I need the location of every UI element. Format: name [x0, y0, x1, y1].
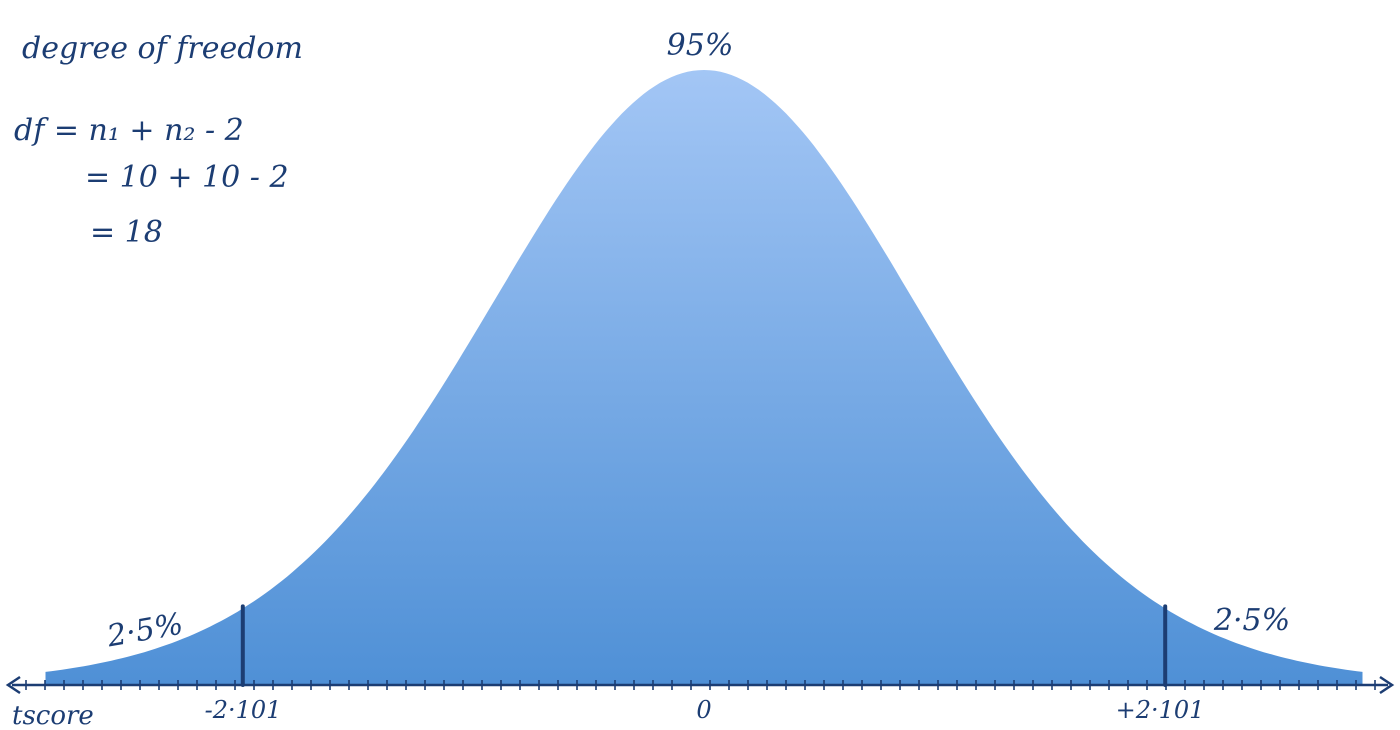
- axis-right-arrow-icon: [1379, 675, 1395, 695]
- tick-label-left-critical: -2·101: [205, 696, 282, 724]
- right-tail-label: 2·5%: [1213, 603, 1290, 638]
- notes-line-formula: df = n₁ + n₂ - 2: [14, 113, 244, 148]
- distribution-curve-area: [45, 70, 1363, 685]
- tick-label-right-critical: +2·101: [1116, 696, 1205, 724]
- degrees-of-freedom-notes: degree of freedom df = n₁ + n₂ - 2 = 10 …: [14, 31, 303, 250]
- x-axis-title: tscore: [12, 701, 94, 730]
- tick-label-zero: 0: [696, 696, 711, 724]
- notes-line-substitution: = 10 + 10 - 2: [85, 160, 289, 195]
- axis-left-arrow-icon: [5, 675, 21, 695]
- axis-minor-ticks: [25, 680, 1376, 690]
- t-score-axis: [5, 675, 1395, 695]
- center-region-label: 95%: [667, 28, 734, 63]
- notes-heading: degree of freedom: [22, 31, 303, 66]
- notes-line-result: = 18: [90, 215, 163, 250]
